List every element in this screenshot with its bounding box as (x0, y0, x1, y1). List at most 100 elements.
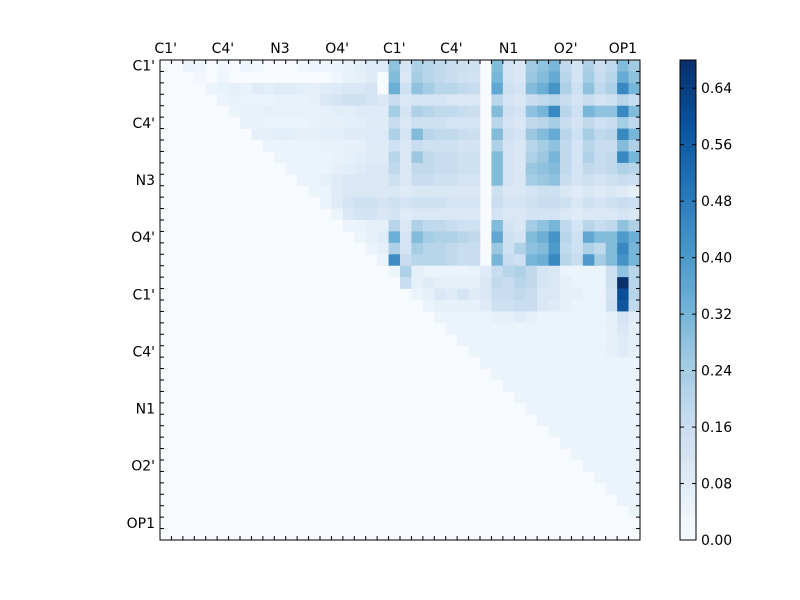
heatmap-cell (377, 220, 389, 232)
heatmap-cell (582, 334, 595, 347)
heatmap-cell (617, 82, 629, 95)
heatmap-cell (274, 105, 287, 118)
heatmap-cell (342, 162, 355, 175)
heatmap-cell (274, 94, 287, 107)
heatmap-cell (468, 242, 481, 255)
heatmap-cell (251, 94, 264, 107)
heatmap-cell (605, 242, 618, 255)
colorbar-segment (680, 308, 696, 313)
heatmap-cell (548, 117, 561, 129)
heatmap-cell (377, 105, 389, 118)
heatmap-cell (605, 322, 618, 335)
heatmap-cell (217, 82, 229, 95)
heatmap-cell (628, 197, 641, 209)
heatmap-cell (525, 288, 538, 301)
heatmap-cell (617, 494, 629, 507)
colorbar-segment (680, 380, 696, 385)
heatmap-cell (445, 311, 458, 324)
heatmap-cell (582, 300, 595, 312)
heatmap-cell (525, 322, 538, 335)
colorbar-segment (680, 512, 696, 517)
colorbar-segment (680, 60, 696, 65)
heatmap-cell (560, 402, 572, 415)
heatmap-cell (594, 185, 607, 198)
heatmap-cell (297, 151, 309, 164)
heatmap-cell (514, 71, 527, 84)
colorbar-segment (680, 224, 696, 229)
colorbar-segment (680, 516, 696, 521)
heatmap-cell (491, 231, 504, 244)
heatmap-cell (297, 128, 309, 141)
heatmap-cell (605, 82, 618, 95)
heatmap-cell (628, 437, 641, 449)
heatmap-cell (605, 345, 618, 358)
heatmap-cell (537, 402, 549, 415)
colorbar-segment (680, 80, 696, 85)
heatmap-cell (331, 94, 344, 107)
heatmap-cell (594, 460, 607, 472)
heatmap-cell (468, 71, 481, 84)
colorbar-segment (680, 128, 696, 133)
heatmap-cell (628, 60, 641, 72)
heatmap-cell (354, 151, 367, 164)
heatmap-cell (560, 82, 572, 95)
heatmap-cell (605, 311, 618, 324)
colorbar-segment (680, 176, 696, 181)
heatmap-cell (320, 162, 332, 175)
heatmap-cell (582, 437, 595, 449)
heatmap-cell (502, 254, 515, 267)
heatmap-cell (434, 60, 447, 72)
heatmap-cell (537, 380, 549, 392)
heatmap-cell (514, 140, 527, 152)
heatmap-cell (525, 197, 538, 209)
heatmap-cell (365, 151, 378, 164)
heatmap-cell (468, 322, 481, 335)
heatmap-cell (537, 242, 549, 255)
heatmap-cell (605, 117, 618, 129)
heatmap-cell (571, 105, 584, 118)
colorbar-tick-label: 0.56 (701, 138, 732, 154)
colorbar-segment (680, 452, 696, 457)
heatmap-cell (445, 117, 458, 129)
heatmap-cell (411, 71, 424, 84)
heatmap-cell (617, 368, 629, 381)
heatmap-cell (262, 140, 275, 152)
colorbar-segment (680, 112, 696, 117)
heatmap-cell (537, 71, 549, 84)
heatmap-cell (582, 380, 595, 392)
heatmap-cell (354, 60, 367, 72)
heatmap-cell (411, 231, 424, 244)
heatmap-cell (560, 117, 572, 129)
heatmap-cell (582, 425, 595, 438)
heatmap-cell (514, 277, 527, 289)
x-tick-label: N3 (270, 41, 289, 57)
heatmap-cell (560, 391, 572, 404)
colorbar-segment (680, 352, 696, 357)
heatmap-cell (502, 174, 515, 187)
heatmap-cell (560, 265, 572, 278)
heatmap-cell (480, 322, 492, 335)
heatmap-cell (274, 117, 287, 129)
heatmap-cell (457, 151, 469, 164)
heatmap-cell (548, 357, 561, 369)
colorbar-segment (680, 328, 696, 333)
heatmap-cell (331, 185, 344, 198)
heatmap-cell (628, 471, 641, 484)
heatmap-cell (320, 140, 332, 152)
heatmap-cell (285, 94, 298, 107)
colorbar-segment (680, 200, 696, 205)
heatmap-cell (594, 208, 607, 221)
colorbar-segment (680, 472, 696, 477)
heatmap-cell (594, 277, 607, 289)
colorbar-segment (680, 528, 696, 533)
colorbar-segment (680, 144, 696, 149)
heatmap-cell (537, 368, 549, 381)
heatmap-cell (320, 60, 332, 72)
heatmap-cell (354, 140, 367, 152)
colorbar-segment (680, 476, 696, 481)
heatmap-cell (605, 368, 618, 381)
heatmap-cell (400, 231, 412, 244)
heatmap-cell (594, 174, 607, 187)
heatmap-cell (468, 334, 481, 347)
colorbar-segment (680, 448, 696, 453)
